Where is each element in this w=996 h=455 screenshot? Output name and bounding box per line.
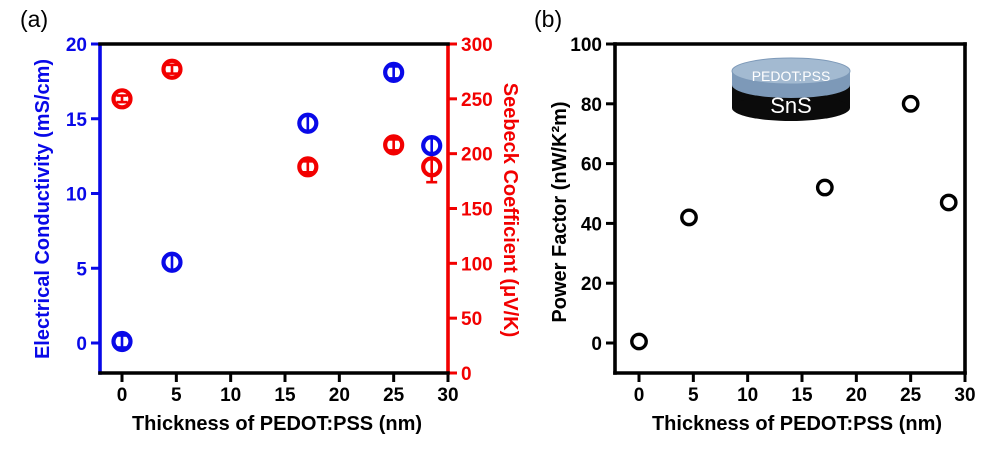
right-y-axis-title: Seebeck Coefficient (μV/K) [499, 83, 521, 338]
x-tick-label: 30 [954, 385, 975, 406]
panel-a-x-axis-title: Thickness of PEDOT:PSS (nm) [132, 413, 422, 435]
x-tick-label: 25 [900, 385, 922, 406]
left-y-axis-title: Electrical Conductivity (mS/cm) [32, 59, 54, 359]
inset-sns-label: SnS [770, 93, 812, 118]
x-tick-label: 20 [846, 385, 867, 406]
left-y-tick-label: 15 [66, 110, 88, 131]
y-tick-label: 40 [581, 214, 602, 235]
left-y-tick-label: 5 [76, 259, 87, 280]
x-tick-label: 5 [688, 385, 699, 406]
inset-sample-schematic: PEDOT:PSS SnS [731, 57, 851, 121]
y-tick-label: 80 [581, 95, 602, 116]
x-tick-label: 20 [329, 385, 350, 406]
x-tick-label: 15 [791, 385, 813, 406]
data-point [630, 332, 648, 351]
inset-sns-bottom [732, 95, 850, 121]
x-tick-label: 5 [171, 385, 182, 406]
x-tick-label: 30 [437, 385, 458, 406]
data-point [901, 94, 920, 113]
inset-pedot-label: PEDOT:PSS [752, 68, 831, 84]
panel-b-tag: (b) [534, 6, 563, 32]
y-tick-label: 0 [591, 334, 602, 355]
x-tick-label: 0 [117, 385, 128, 406]
x-tick-label: 25 [383, 385, 405, 406]
left-y-tick-label: 10 [66, 185, 87, 206]
y-tick-label: 20 [581, 274, 602, 295]
right-y-tick-label: 300 [461, 35, 493, 56]
x-tick-label: 10 [220, 385, 241, 406]
inset-pedot-top-face [731, 57, 851, 85]
right-y-tick-label: 150 [461, 199, 493, 220]
y-tick-label: 60 [581, 155, 602, 176]
right-y-tick-label: 0 [461, 364, 472, 385]
panel-a-tag: (a) [20, 6, 49, 32]
x-tick-label: 15 [274, 385, 296, 406]
right-y-tick-label: 50 [461, 309, 482, 330]
data-point [939, 193, 958, 212]
right-y-tick-label: 100 [461, 254, 493, 275]
panel-b-y-axis-title: Power Factor (nW/K²m) [549, 101, 571, 322]
right-y-tick-label: 250 [461, 90, 493, 111]
x-tick-label: 0 [634, 385, 645, 406]
left-y-tick-label: 0 [76, 334, 87, 355]
right-y-tick-label: 200 [461, 145, 493, 166]
panel-b-x-axis-title: Thickness of PEDOT:PSS (nm) [652, 413, 942, 435]
data-point [815, 178, 834, 197]
y-tick-label: 100 [570, 35, 602, 56]
data-point [680, 208, 698, 227]
x-tick-label: 10 [737, 385, 758, 406]
left-y-tick-label: 20 [66, 35, 87, 56]
